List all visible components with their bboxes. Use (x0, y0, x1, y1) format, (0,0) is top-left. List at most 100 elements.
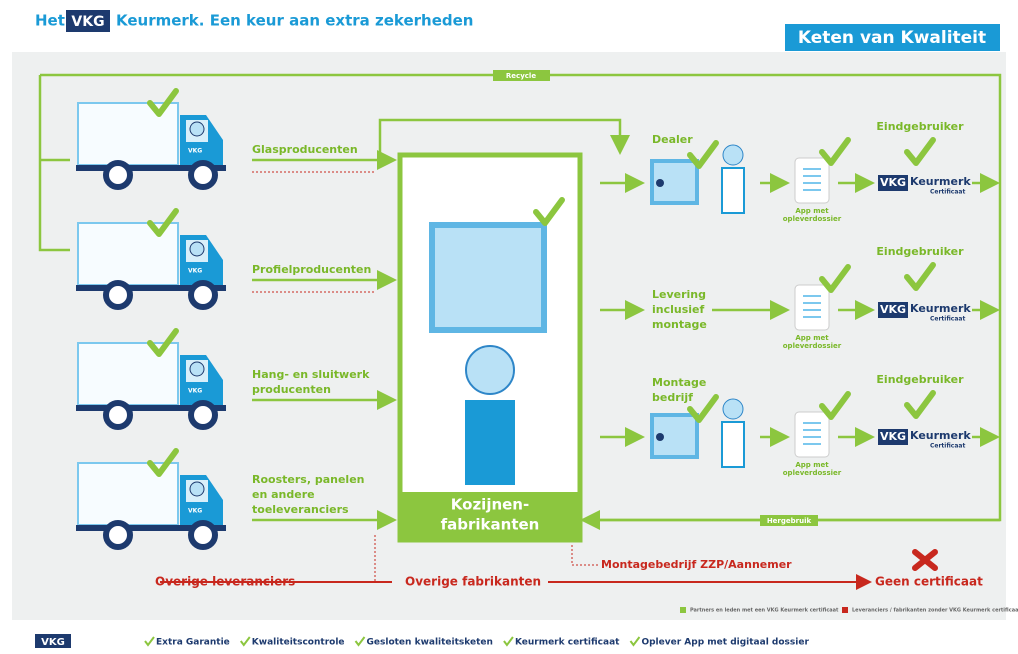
channel-label: Montage (652, 376, 706, 389)
reuse-label: Hergebruik (767, 517, 812, 525)
factory-person-head (465, 345, 515, 395)
flow-label-box (760, 515, 818, 526)
legend-swatch (842, 607, 848, 613)
channel-label: Dealer (652, 133, 693, 146)
supplier-label: en andere (252, 488, 315, 501)
cert-logo: VKG (880, 430, 906, 443)
footer-check (629, 636, 641, 647)
channel-label: montage (652, 318, 707, 331)
truck-driver (189, 361, 205, 377)
cert-sub: Certificaat (930, 316, 965, 323)
truck-wheel (188, 160, 218, 190)
window-handle (656, 433, 664, 441)
supplier-label: toeleveranciers (252, 503, 349, 516)
phone (794, 284, 830, 331)
truck-logo: VKG (188, 268, 202, 275)
truck-wheel (188, 520, 218, 550)
cert-sub: Certificaat (930, 189, 965, 196)
legend-swatch (680, 607, 686, 613)
header-prefix: Het (35, 12, 65, 30)
window (650, 413, 699, 459)
cert-logo: VKG (880, 303, 906, 316)
footer-item: Extra Garantie (156, 638, 230, 648)
factory-roof-line (378, 118, 630, 160)
supplier-label: producenten (252, 383, 331, 396)
app-label: App met (795, 207, 829, 215)
badge (785, 24, 1000, 51)
other-label: Overige leveranciers (155, 575, 295, 589)
truck-logo: VKG (188, 148, 202, 155)
header-logo: VKG (71, 14, 104, 30)
factory-window (429, 222, 547, 333)
legend-label: Leveranciers / fabrikanten zonder VKG Ke… (852, 608, 1018, 614)
footer-item: Keurmerk certificaat (515, 638, 620, 648)
cert-name: Keurmerk (910, 175, 971, 188)
badge-text: Keten van Kwaliteit (798, 28, 986, 48)
app-label: opleverdossier (783, 342, 842, 350)
truck-wheel (188, 280, 218, 310)
cert-name: Keurmerk (910, 429, 971, 442)
person-body (721, 421, 745, 468)
window-handle (656, 179, 664, 187)
app-label: App met (795, 461, 829, 469)
end-user-label: Eindgebruiker (876, 120, 964, 133)
supplier-label: Roosters, panelen (252, 473, 364, 486)
channel-label: Levering (652, 288, 706, 301)
cert-name: Keurmerk (910, 302, 971, 315)
supplier-label: Glasproducenten (252, 143, 358, 156)
truck-chassis (76, 285, 226, 291)
other-label: Overige fabrikanten (405, 575, 541, 589)
person-head (722, 398, 744, 420)
truck-logo: VKG (188, 508, 202, 515)
person-head (722, 144, 744, 166)
footer-item: Oplever App met digitaal dossier (641, 638, 809, 648)
supplier-label: Profielproducenten (252, 263, 371, 276)
cert-logo-box (878, 175, 908, 191)
header-logo-box (66, 10, 110, 32)
truck-chassis (76, 525, 226, 531)
cert-sub: Certificaat (930, 443, 965, 450)
app-label: opleverdossier (783, 215, 842, 223)
footer-item: Gesloten kwaliteitsketen (367, 638, 493, 648)
truck-driver (189, 241, 205, 257)
truck-driver (189, 481, 205, 497)
phone (794, 411, 830, 458)
no-certificate-icon (912, 549, 938, 571)
footer-item: Kwaliteitscontrole (252, 638, 345, 648)
end-user-label: Eindgebruiker (876, 373, 964, 386)
truck-wheel (103, 520, 133, 550)
recycle-label: Recycle (506, 72, 536, 80)
factory-person-body (465, 400, 515, 485)
footer-check (144, 636, 155, 647)
supplier-label: Hang- en sluitwerk (252, 368, 370, 381)
truck-driver (189, 121, 205, 137)
manufacturer-label: Kozijnen- (451, 496, 529, 514)
footer-check (354, 636, 366, 647)
manufacturer-label: fabrikanten (441, 516, 540, 534)
other-label: Geen certificaat (875, 575, 983, 589)
truck-chassis (76, 165, 226, 171)
person-body (721, 167, 745, 214)
channel-label: inclusief (652, 303, 705, 316)
legend-label: Partners en leden met een VKG Keurmerk c… (690, 608, 839, 614)
other-label: Montagebedrijf ZZP/Aannemer (601, 558, 792, 571)
truck-logo: VKG (188, 388, 202, 395)
factory-label-box (400, 492, 580, 540)
truck-wheel (103, 280, 133, 310)
footer-logo: VKG (41, 637, 65, 648)
truck-wheel (103, 400, 133, 430)
truck-chassis (76, 405, 226, 411)
truck-wheel (188, 400, 218, 430)
footer-logo-box (35, 634, 71, 648)
dotted-lines (252, 171, 598, 582)
end-user-label: Eindgebruiker (876, 245, 964, 258)
truck-wheel (103, 160, 133, 190)
header-title: Keurmerk. Een keur aan extra zekerheden (116, 12, 473, 30)
cert-logo: VKG (880, 176, 906, 189)
flow-label-box (493, 70, 550, 81)
channel-label: bedrijf (652, 391, 693, 404)
cert-logo-box (878, 302, 908, 318)
app-label: App met (795, 334, 829, 342)
footer-check (503, 636, 514, 647)
